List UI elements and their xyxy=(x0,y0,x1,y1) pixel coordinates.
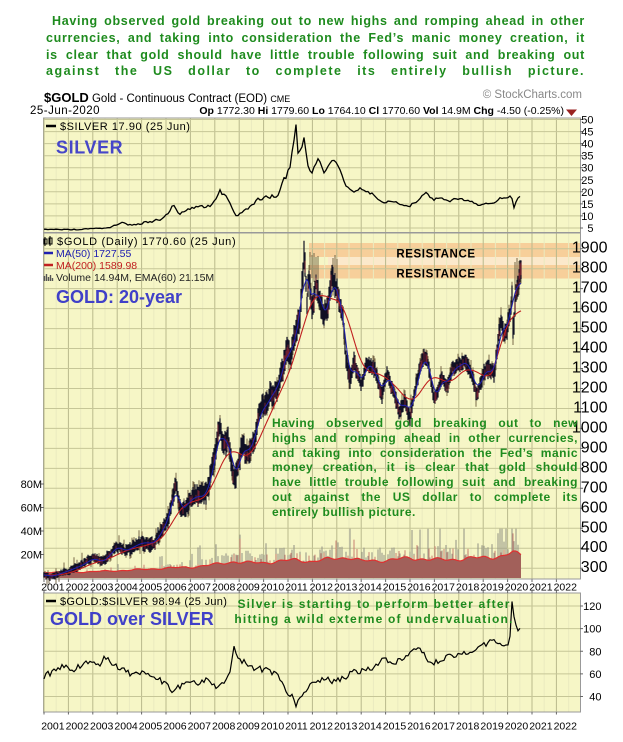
svg-text:GOLD: 20-year: GOLD: 20-year xyxy=(56,287,182,307)
svg-text:2006: 2006 xyxy=(163,582,187,594)
svg-text:40: 40 xyxy=(589,692,601,704)
svg-text:1200: 1200 xyxy=(572,380,608,397)
svg-text:2009: 2009 xyxy=(236,721,260,733)
svg-text:2006: 2006 xyxy=(163,721,187,733)
svg-text:Volume 14.94M, EMA(60) 21.15M: Volume 14.94M, EMA(60) 21.15M xyxy=(56,272,214,284)
svg-text:MA(200) 1589.98: MA(200) 1589.98 xyxy=(56,260,137,272)
svg-text:MA(50) 1727.55: MA(50) 1727.55 xyxy=(56,248,131,260)
svg-text:2014: 2014 xyxy=(358,582,382,594)
svg-text:2001: 2001 xyxy=(41,721,65,733)
svg-text:2021: 2021 xyxy=(529,582,553,594)
svg-text:2004: 2004 xyxy=(114,582,138,594)
svg-text:2013: 2013 xyxy=(334,582,358,594)
svg-text:2012: 2012 xyxy=(310,721,334,733)
svg-text:RESISTANCE: RESISTANCE xyxy=(396,269,475,281)
svg-text:35: 35 xyxy=(581,151,593,163)
svg-text:2011: 2011 xyxy=(285,582,308,594)
svg-text:2018: 2018 xyxy=(456,721,480,733)
svg-text:2001: 2001 xyxy=(41,582,65,594)
svg-text:2019: 2019 xyxy=(480,721,504,733)
svg-text:2007: 2007 xyxy=(188,721,212,733)
svg-text:2011: 2011 xyxy=(285,721,308,733)
svg-text:$GOLD:$SILVER 98.94 (25 Jun): $GOLD:$SILVER 98.94 (25 Jun) xyxy=(60,596,227,608)
svg-text:80M: 80M xyxy=(21,479,42,491)
svg-text:2021: 2021 xyxy=(529,721,553,733)
svg-text:600: 600 xyxy=(581,499,608,516)
svg-text:2016: 2016 xyxy=(407,582,431,594)
svg-text:300: 300 xyxy=(581,559,608,576)
svg-text:500: 500 xyxy=(581,519,608,536)
svg-text:60M: 60M xyxy=(21,503,42,515)
svg-text:2012: 2012 xyxy=(310,582,334,594)
svg-text:2003: 2003 xyxy=(90,582,114,594)
svg-text:2008: 2008 xyxy=(212,582,236,594)
svg-text:2007: 2007 xyxy=(188,582,212,594)
svg-text:2005: 2005 xyxy=(139,582,163,594)
svg-text:2019: 2019 xyxy=(480,582,504,594)
svg-text:50: 50 xyxy=(581,115,593,127)
svg-text:40M: 40M xyxy=(21,526,42,538)
svg-text:20: 20 xyxy=(581,187,593,199)
svg-text:80: 80 xyxy=(589,646,601,658)
svg-text:15: 15 xyxy=(581,199,593,211)
svg-text:100: 100 xyxy=(583,624,601,636)
svg-text:1900: 1900 xyxy=(572,240,608,257)
svg-text:5: 5 xyxy=(587,223,593,235)
svg-text:SILVER: SILVER xyxy=(56,138,123,158)
svg-text:1700: 1700 xyxy=(572,280,608,297)
svg-text:40: 40 xyxy=(581,139,593,151)
svg-text:2009: 2009 xyxy=(236,582,260,594)
svg-text:2020: 2020 xyxy=(505,582,529,594)
svg-text:GOLD over SILVER: GOLD over SILVER xyxy=(50,609,214,629)
svg-text:2010: 2010 xyxy=(261,582,285,594)
svg-text:2002: 2002 xyxy=(66,721,90,733)
svg-text:1600: 1600 xyxy=(572,300,608,317)
svg-text:900: 900 xyxy=(581,439,608,456)
svg-text:400: 400 xyxy=(581,539,608,556)
svg-text:2015: 2015 xyxy=(383,582,407,594)
svg-text:2022: 2022 xyxy=(554,721,578,733)
svg-text:2010: 2010 xyxy=(261,721,285,733)
svg-text:800: 800 xyxy=(581,459,608,476)
svg-text:2022: 2022 xyxy=(554,582,578,594)
svg-text:30: 30 xyxy=(581,163,593,175)
svg-text:1800: 1800 xyxy=(572,260,608,277)
svg-text:2016: 2016 xyxy=(407,721,431,733)
svg-text:1100: 1100 xyxy=(573,400,608,417)
svg-text:2020: 2020 xyxy=(505,721,529,733)
svg-text:120: 120 xyxy=(583,601,601,613)
svg-text:45: 45 xyxy=(581,127,593,139)
svg-text:60: 60 xyxy=(589,669,601,681)
svg-text:2018: 2018 xyxy=(456,582,480,594)
svg-text:25: 25 xyxy=(581,175,593,187)
svg-text:2004: 2004 xyxy=(114,721,138,733)
svg-text:1300: 1300 xyxy=(572,360,608,377)
svg-text:20M: 20M xyxy=(21,550,42,562)
svg-text:$GOLD (Daily) 1770.60 (25 Jun): $GOLD (Daily) 1770.60 (25 Jun) xyxy=(57,236,236,248)
svg-text:2017: 2017 xyxy=(432,721,456,733)
svg-text:2015: 2015 xyxy=(383,721,407,733)
svg-text:2002: 2002 xyxy=(66,582,90,594)
svg-text:1000: 1000 xyxy=(572,419,608,436)
svg-text:2017: 2017 xyxy=(432,582,456,594)
svg-text:2014: 2014 xyxy=(358,721,382,733)
svg-text:2005: 2005 xyxy=(139,721,163,733)
svg-text:2013: 2013 xyxy=(334,721,358,733)
svg-text:2008: 2008 xyxy=(212,721,236,733)
svg-text:10: 10 xyxy=(581,211,593,223)
svg-text:1500: 1500 xyxy=(572,320,608,337)
svg-text:700: 700 xyxy=(581,479,608,496)
svg-text:$SILVER 17.90 (25 Jun): $SILVER 17.90 (25 Jun) xyxy=(60,121,191,133)
svg-text:1400: 1400 xyxy=(572,340,608,357)
svg-text:RESISTANCE: RESISTANCE xyxy=(396,249,475,261)
svg-text:2003: 2003 xyxy=(90,721,114,733)
